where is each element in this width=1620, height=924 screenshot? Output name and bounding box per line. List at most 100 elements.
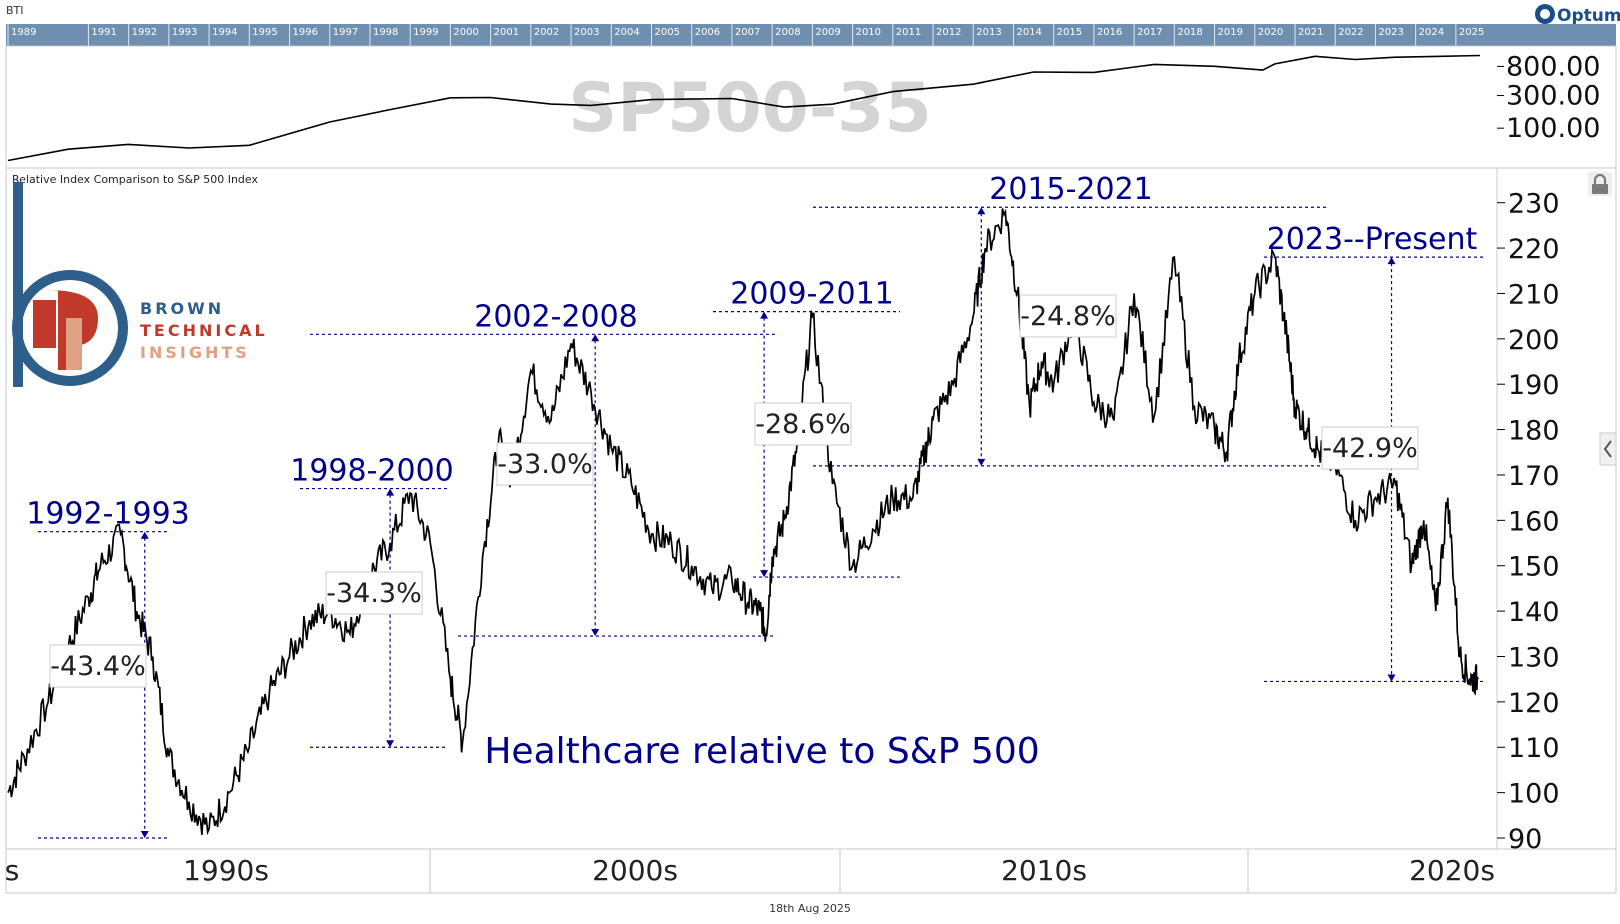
year-tick-label: 2002 [534, 27, 559, 38]
period-label: 2009-2011 [730, 277, 894, 312]
overview-y-tick-label: 800.00 [1506, 51, 1600, 82]
overview-price-line [7, 54, 1481, 162]
period-label: 2015-2021 [989, 172, 1153, 207]
year-tick-label: 2009 [815, 27, 840, 38]
optuma-brand: Optuma [1557, 6, 1620, 26]
year-tick-label: 2012 [936, 27, 961, 38]
year-tick-label: 1998 [373, 27, 398, 38]
change-label-box [1019, 294, 1117, 338]
y-tick-label: 100 [1508, 779, 1560, 810]
decade-label: 2010s [1001, 854, 1087, 887]
decade-axis-labels: s 1990s 2000s 2010s 2020s [5, 849, 1495, 893]
overview-y-tick-label: 300.00 [1506, 81, 1600, 112]
footer-date: 18th Aug 2025 [769, 902, 851, 915]
overview-watermark: SP500-35 [568, 69, 932, 148]
bti-logo-ring [12, 270, 128, 386]
year-tick-label: 2000 [453, 27, 478, 38]
drawdown-annotations: 1992-1993 -43.4% 1998-2000 -34.3% 2002-2008 -… [26, 172, 1483, 839]
y-tick-label: 130 [1508, 642, 1560, 673]
change-label-box [49, 644, 147, 688]
year-tick-label: 2005 [654, 27, 679, 38]
logo-brown: BROWN [140, 299, 224, 318]
year-tick-label: 1993 [172, 27, 197, 38]
y-tick-label: 110 [1508, 733, 1560, 764]
year-tick-label: 2010 [856, 27, 881, 38]
year-tick-label: 1994 [212, 27, 237, 38]
change-label-box [496, 442, 594, 486]
collapse-arrow-icon[interactable] [1599, 432, 1617, 466]
overview-panel [5, 45, 1617, 169]
year-tick-label: 2022 [1338, 27, 1363, 38]
logo-technical: TECHNICAL [140, 321, 268, 340]
optuma-logo: Optuma [1535, 4, 1620, 26]
year-tick-label: 1996 [293, 27, 318, 38]
main-panel [5, 167, 1617, 850]
chart-subtitle: Healthcare relative to S&P 500 [484, 731, 1039, 772]
arrow-head-up-icon [591, 334, 600, 342]
year-tick-label: 1997 [333, 27, 358, 38]
year-tick-label: 2008 [775, 27, 800, 38]
year-tick-label: 2006 [695, 27, 720, 38]
change-label-box [1321, 426, 1419, 470]
year-tick-label: 1991 [91, 27, 116, 38]
year-tick-label: 1992 [132, 27, 157, 38]
year-tick-label: 2003 [574, 27, 599, 38]
year-tick-label: 2016 [1097, 27, 1122, 38]
decade-label: 1990s [183, 854, 269, 887]
logo-insights: INSIGHTS [140, 343, 250, 362]
arrow-head-down-icon [591, 629, 600, 637]
year-tick-label: 2015 [1057, 27, 1082, 38]
bti-logo: BROWN TECHNICAL INSIGHTS [12, 182, 268, 387]
period-label: 2002-2008 [474, 299, 638, 334]
year-tick-label: 2019 [1218, 27, 1243, 38]
arrow-head-up-icon [386, 488, 395, 496]
bti-logo-stem [13, 182, 23, 387]
year-tick-label: 2021 [1298, 27, 1323, 38]
year-ruler-ticks: 1989 1991 1992 1993 1994 1995 1996 1997 1998 1999… [7, 24, 1484, 46]
year-tick-label: 2013 [976, 27, 1001, 38]
change-label: -43.4% [50, 651, 146, 682]
change-label: -34.3% [326, 578, 422, 609]
year-tick-label: 2014 [1016, 27, 1041, 38]
year-ruler [6, 24, 1616, 46]
arrow-head-up-icon [760, 311, 769, 319]
year-tick-label: 2001 [494, 27, 519, 38]
y-tick-label: 200 [1508, 325, 1560, 356]
year-tick-label: 2023 [1378, 27, 1403, 38]
change-label: -42.9% [1322, 433, 1418, 464]
arrow-head-up-icon [977, 207, 986, 215]
change-label-box [325, 571, 423, 615]
period-label: 1998-2000 [290, 454, 454, 489]
year-tick-label: 2004 [614, 27, 639, 38]
lock-icon[interactable] [1588, 172, 1612, 196]
year-tick-label: 2007 [735, 27, 760, 38]
arrow-head-down-icon [140, 831, 149, 838]
decade-label: 2020s [1409, 854, 1495, 887]
arrow-head-down-icon [977, 458, 986, 466]
year-tick-label: 2025 [1459, 27, 1484, 38]
year-tick-label: 2024 [1419, 27, 1444, 38]
y-tick-label: 120 [1508, 688, 1560, 719]
y-tick-label: 170 [1508, 461, 1560, 492]
period-label: 2023--Present [1267, 222, 1478, 257]
year-tick-label: 2018 [1177, 27, 1202, 38]
year-tick-label: 1999 [413, 27, 438, 38]
change-label: -28.6% [755, 409, 851, 440]
y-tick-label: 140 [1508, 597, 1560, 628]
change-label: -24.8% [1020, 301, 1116, 332]
y-tick-label: 230 [1508, 189, 1560, 220]
year-tick-label: 2017 [1137, 27, 1162, 38]
panel-label: Relative Index Comparison to S&P 500 Ind… [12, 173, 258, 186]
y-tick-label: 180 [1508, 416, 1560, 447]
arrow-head-down-icon [1387, 674, 1396, 682]
year-tick-label: 1995 [252, 27, 277, 38]
arrow-head-down-icon [760, 570, 769, 578]
change-label: -33.0% [497, 449, 593, 480]
overview-y-tick-label: 100.00 [1506, 113, 1600, 144]
decade-label: 2000s [592, 854, 678, 887]
decade-axis [5, 848, 1617, 894]
decade-label: s [5, 854, 20, 887]
y-tick-label: 220 [1508, 234, 1560, 265]
